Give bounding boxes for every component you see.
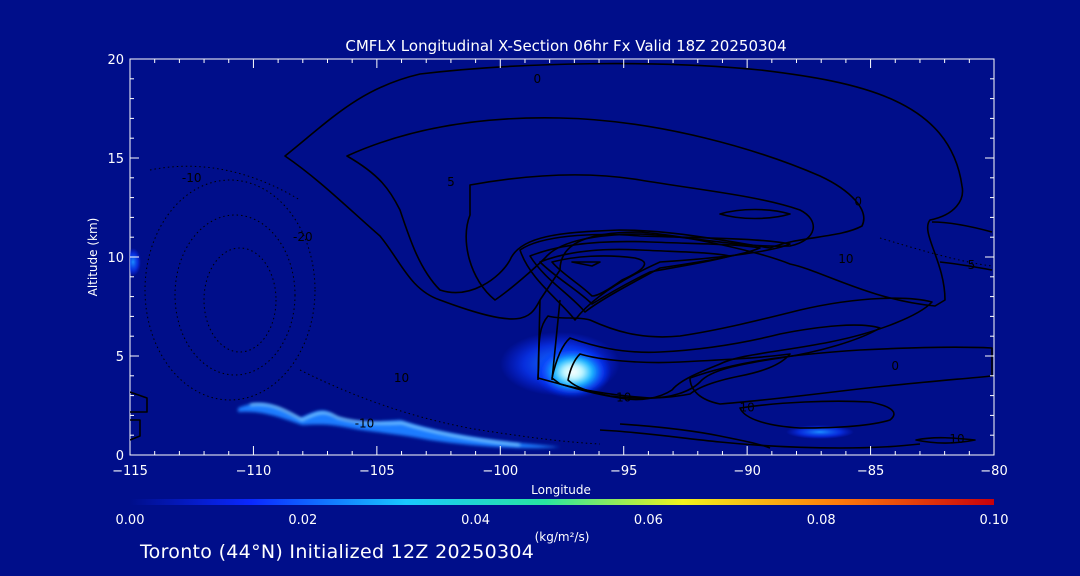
contour-core-2 [529,240,761,313]
colorbar-tick-label: 0.04 [461,513,490,528]
x-axis-label: Longitude [531,483,591,497]
contour-low-tail [599,429,921,449]
contour-label: 0 [533,72,541,86]
contour-label: 5 [447,175,455,189]
contour-label: 10 [949,432,964,446]
contour-east-small [915,436,976,444]
contour-labels: 10 10 10 10 10 -5 -20 -10 -10 5 0 0 0 [182,72,975,446]
contour-lower-trough-1 [537,297,933,401]
negative-contour-6 [879,237,993,267]
contour-label: -10 [182,171,202,185]
y-tick-label: 0 [116,449,124,464]
contour-label: 0 [891,359,899,373]
contour-label: 10 [838,252,853,266]
negative-contour-1 [144,179,316,401]
contour-vertical-1 [537,299,541,381]
negative-contours [144,165,993,445]
negative-contour-5 [149,165,301,201]
contour-west-stub [130,391,148,413]
colorbar-units: (kg/m²/s) [535,530,590,544]
x-tick-label: −110 [236,464,272,479]
x-tick-label: −100 [482,464,518,479]
flux-hotspot [535,346,611,398]
contour-core-4 [551,255,646,297]
x-tick-label: −95 [610,464,637,479]
contour-east-upper [931,221,993,233]
negative-contour-2 [174,214,296,376]
contour-3 [465,174,815,301]
x-axis: −115 −110 −105 −100 −95 −90 −85 −80 [112,59,1008,479]
contour-upper-small [719,208,791,220]
contour-low-tail-2 [619,423,771,449]
contour-label: -5 [963,258,975,272]
contour-label: 10 [616,391,631,405]
contour-core-1 [519,233,791,321]
contour-core-3 [539,248,731,305]
flux-blob-west-edge [130,248,141,276]
contour-east-band-2 [739,400,895,429]
contour-west-stub-2 [130,419,141,441]
colorbar-tick-label: 0.02 [288,513,317,528]
colorbar-tick-label: 0.08 [807,513,836,528]
y-tick-label: 20 [107,53,124,68]
colorbar-ticks: 0.00 0.02 0.04 0.06 0.08 0.10 [116,513,1009,528]
negative-contour-4 [299,369,601,445]
y-axis: 0 5 10 15 20 [107,53,994,464]
low-level-flux-streak [238,403,560,449]
x-tick-label: −80 [980,464,1007,479]
contour-label: 10 [394,371,409,385]
contour-lines [130,62,993,449]
colorbar-tick-label: 0.06 [634,513,663,528]
chart-title: CMFLX Longitudinal X-Section 06hr Fx Val… [345,37,786,55]
contour-lower-trough-3 [567,353,791,399]
contour-label: 10 [740,400,755,414]
contour-east-band [689,346,993,405]
flux-shading [130,248,854,449]
footer-caption: Toronto (44°N) Initialized 12Z 20250304 [140,541,535,563]
contour-core-5 [571,261,601,267]
contour-east-upper-2 [939,261,993,271]
x-tick-label: −115 [112,464,148,479]
colorbar-tick-label: 0.10 [980,513,1009,528]
contour-label: 0 [854,195,862,209]
x-tick-label: −85 [857,464,884,479]
colorbar-tick-label: 0.00 [116,513,145,528]
contour-outer [284,62,964,320]
colorbar [130,499,994,505]
low-level-flux-core [249,403,521,446]
y-axis-label: Altitude (km) [86,218,100,297]
y-tick-label: 15 [107,152,124,167]
contour-vertical-2 [551,299,561,381]
y-tick-label: 10 [107,251,124,266]
contour-label: -10 [355,416,375,430]
y-tick-label: 5 [116,350,124,365]
x-tick-label: −90 [733,464,760,479]
x-tick-label: −105 [359,464,395,479]
contour-label: -20 [293,230,313,244]
negative-contour-3 [203,247,277,353]
